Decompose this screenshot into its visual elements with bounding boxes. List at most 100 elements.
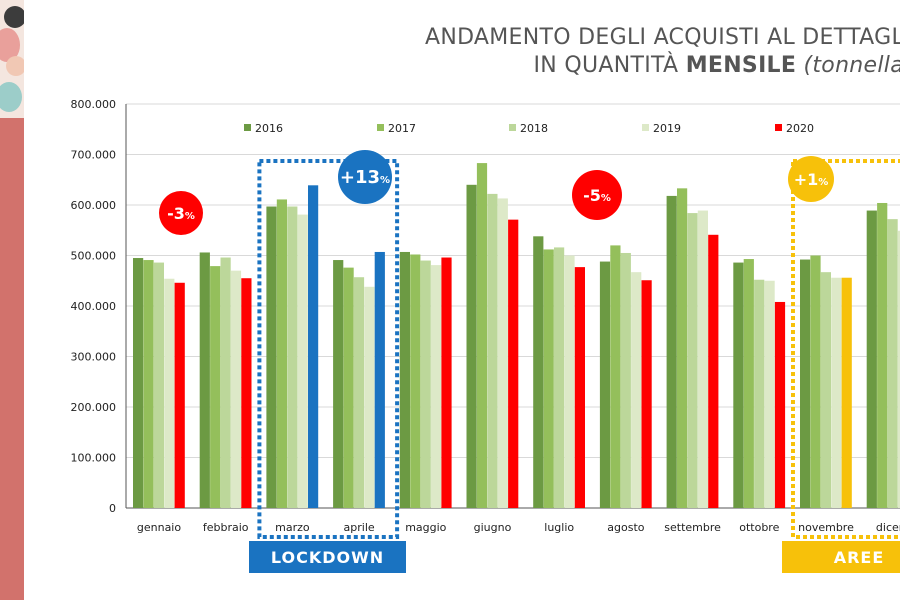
bar-2016-aprile xyxy=(333,260,344,508)
bar-2016-luglio xyxy=(533,236,544,508)
x-tick-label: marzo xyxy=(275,521,310,534)
bar-2019-maggio xyxy=(431,265,442,508)
bar-2018-novembre xyxy=(820,272,831,508)
percent-unit: % xyxy=(601,193,611,204)
period-label-text: LOCKDOWN xyxy=(271,548,384,567)
chart-title-strong: MENSILE xyxy=(685,53,797,78)
period-label-lockdown xyxy=(249,541,406,573)
percent-badge-agosto xyxy=(572,170,622,220)
bar-2018-agosto xyxy=(620,252,631,508)
bar-2018-dicem xyxy=(887,219,898,508)
percent-badge-aprile xyxy=(338,150,392,204)
bar-2020-agosto xyxy=(641,280,652,508)
legend-swatch-2019 xyxy=(642,124,649,131)
bar-2016-gennaio xyxy=(133,258,144,508)
y-tick-label: 0 xyxy=(109,502,116,515)
bar-2020-gennaio xyxy=(174,282,185,508)
decorative-figure-body xyxy=(0,82,22,112)
percent-value: -5 xyxy=(583,186,601,205)
x-tick-label: dicem xyxy=(876,521,900,534)
legend-label-2019: 2019 xyxy=(653,122,681,135)
bar-2016-giugno xyxy=(466,184,477,509)
y-tick-label: 700.000 xyxy=(71,149,117,162)
bar-2020-marzo xyxy=(308,185,319,508)
bar-2016-febbraio xyxy=(199,252,210,508)
legend-swatch-2017 xyxy=(377,124,384,131)
legend-label-2020: 2020 xyxy=(786,122,814,135)
bar-2017-febbraio xyxy=(210,266,221,508)
percent-value: -3 xyxy=(167,204,185,223)
bar-2019-marzo xyxy=(297,214,308,508)
bar-2016-novembre xyxy=(800,259,811,508)
percent-value: +1 xyxy=(794,170,819,189)
bar-2017-settembre xyxy=(677,188,688,508)
bar-2018-settembre xyxy=(687,213,698,508)
legend-swatch-2020 xyxy=(775,124,782,131)
bar-2017-novembre xyxy=(810,255,821,508)
x-tick-label: settembre xyxy=(664,521,721,534)
percent-unit: % xyxy=(185,211,195,222)
legend-label-2018: 2018 xyxy=(520,122,548,135)
bar-2020-settembre xyxy=(708,234,719,509)
bar-2016-settembre xyxy=(666,195,677,508)
y-tick-label: 600.000 xyxy=(71,199,117,212)
percent-badge-text: -3% xyxy=(167,204,195,223)
chart-title-line2: IN QUANTITÀ MENSILE (tonnella xyxy=(344,52,900,80)
y-tick-label: 400.000 xyxy=(71,300,117,313)
bar-2017-marzo xyxy=(276,199,287,508)
bar-2018-gennaio xyxy=(153,262,164,508)
percent-badge-text: +1% xyxy=(794,170,829,189)
bar-2019-settembre xyxy=(697,210,708,508)
bar-2020-aprile xyxy=(374,251,385,508)
y-tick-label: 800.000 xyxy=(71,98,117,111)
x-tick-label: maggio xyxy=(405,521,446,534)
percent-badge-novembre xyxy=(788,156,834,202)
bar-2016-marzo xyxy=(266,206,277,508)
bar-2017-maggio xyxy=(410,254,421,508)
period-highlight-box xyxy=(791,159,900,539)
bar-2020-febbraio xyxy=(241,278,252,508)
bar-2020-luglio xyxy=(574,267,585,508)
bar-2016-agosto xyxy=(599,261,611,508)
bar-2016-dicem xyxy=(866,210,877,508)
bar-2019-luglio xyxy=(564,255,575,508)
percent-unit: % xyxy=(380,175,390,186)
chart-title-line1: ANDAMENTO DEGLI ACQUISTI AL DETTAGL xyxy=(424,25,900,50)
bar-2017-luglio xyxy=(543,249,554,508)
bar-2019-dicem xyxy=(897,230,900,508)
chart-title: ANDAMENTO DEGLI ACQUISTI AL DETTAGL IN Q… xyxy=(344,24,900,80)
x-tick-label: febbraio xyxy=(203,521,249,534)
y-tick-label: 100.000 xyxy=(71,452,117,465)
bar-2019-giugno xyxy=(497,198,508,508)
bar-2019-gennaio xyxy=(164,278,175,508)
legend-swatch-2016 xyxy=(244,124,251,131)
percent-badge-gennaio xyxy=(159,191,203,235)
percent-value: +13 xyxy=(340,167,380,188)
period-label-aree xyxy=(782,541,900,573)
y-tick-label: 500.000 xyxy=(71,250,117,263)
bar-2016-ottobre xyxy=(733,262,744,508)
bar-2018-febbraio xyxy=(220,257,231,508)
legend-label-2016: 2016 xyxy=(255,122,283,135)
bar-2020-maggio xyxy=(441,257,452,508)
bar-2017-dicem xyxy=(877,202,888,509)
decorative-figure-body xyxy=(0,28,20,62)
bar-2016-maggio xyxy=(399,251,410,508)
bar-2017-agosto xyxy=(610,245,621,508)
bar-2019-ottobre xyxy=(764,280,775,508)
x-tick-label: novembre xyxy=(798,521,854,534)
bar-2018-aprile xyxy=(353,277,365,508)
period-highlight-box xyxy=(257,159,400,539)
y-tick-label: 200.000 xyxy=(71,401,117,414)
x-tick-label: aprile xyxy=(344,521,375,534)
percent-badge-text: +13% xyxy=(340,167,390,188)
y-tick-label: 300.000 xyxy=(71,351,117,364)
chart-title-unit: (tonnella xyxy=(803,53,900,78)
bar-2018-giugno xyxy=(487,193,498,508)
bar-2019-aprile xyxy=(364,286,375,508)
bar-2019-novembre xyxy=(831,277,842,508)
chart-title-prefix: IN QUANTITÀ xyxy=(533,53,679,78)
legend-label-2017: 2017 xyxy=(388,122,416,135)
bar-2019-febbraio xyxy=(230,270,242,508)
